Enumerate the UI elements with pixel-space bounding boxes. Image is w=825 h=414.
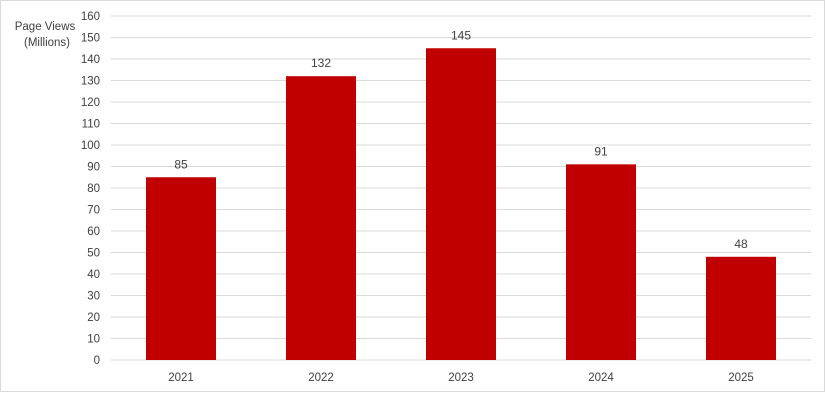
y-tick-label: 80 [87, 183, 100, 195]
x-axis-ticks: 2021 2022 2023 2024 2025 [168, 372, 754, 384]
y-tick-label: 0 [94, 355, 100, 367]
bar-chart: 0 10 20 30 40 50 60 70 80 90 100 110 120 130 140 150 160… [15, 11, 811, 384]
y-tick-label: 60 [87, 226, 100, 238]
x-tick-label-2024: 2024 [588, 372, 614, 384]
y-tick-label: 120 [81, 97, 100, 109]
y-tick-label: 150 [81, 33, 100, 45]
chart-area: 0 10 20 30 40 50 60 70 80 90 100 110 120 130 140 150 160… [0, 0, 825, 392]
x-tick-label-2025: 2025 [728, 372, 754, 384]
y-tick-label: 20 [87, 312, 100, 324]
y-tick-label: 160 [81, 11, 100, 23]
y-tick-label: 50 [87, 248, 100, 260]
y-tick-label: 40 [87, 269, 100, 281]
data-label-2024: 91 [594, 144, 608, 158]
y-tick-label: 140 [81, 54, 100, 66]
y-axis-title-line-2: (Millions) [24, 37, 70, 49]
data-label-2025: 48 [734, 237, 748, 251]
data-label-2021: 85 [174, 157, 188, 171]
data-labels: 85 132 145 91 48 [174, 28, 748, 251]
x-tick-label-2022: 2022 [308, 372, 334, 384]
y-axis-title-line-1: Page Views [15, 21, 76, 33]
bar-2025 [706, 256, 776, 360]
data-label-2022: 132 [311, 56, 331, 70]
y-tick-label: 130 [81, 76, 100, 88]
x-tick-label-2023: 2023 [448, 372, 474, 384]
bar-2023 [426, 48, 496, 360]
y-tick-label: 10 [87, 334, 100, 346]
y-tick-label: 30 [87, 291, 100, 303]
bar-2022 [286, 76, 356, 360]
bar-2024 [566, 164, 636, 360]
bar-2021 [146, 177, 216, 360]
x-tick-label-2021: 2021 [168, 372, 194, 384]
data-label-2023: 145 [451, 28, 471, 42]
y-axis-ticks: 0 10 20 30 40 50 60 70 80 90 100 110 120 130 140 150 160 [81, 11, 100, 367]
y-tick-label: 70 [87, 205, 100, 217]
y-tick-label: 110 [82, 119, 100, 131]
bars [146, 48, 776, 360]
y-tick-label: 100 [81, 140, 100, 152]
y-tick-label: 90 [87, 162, 100, 174]
